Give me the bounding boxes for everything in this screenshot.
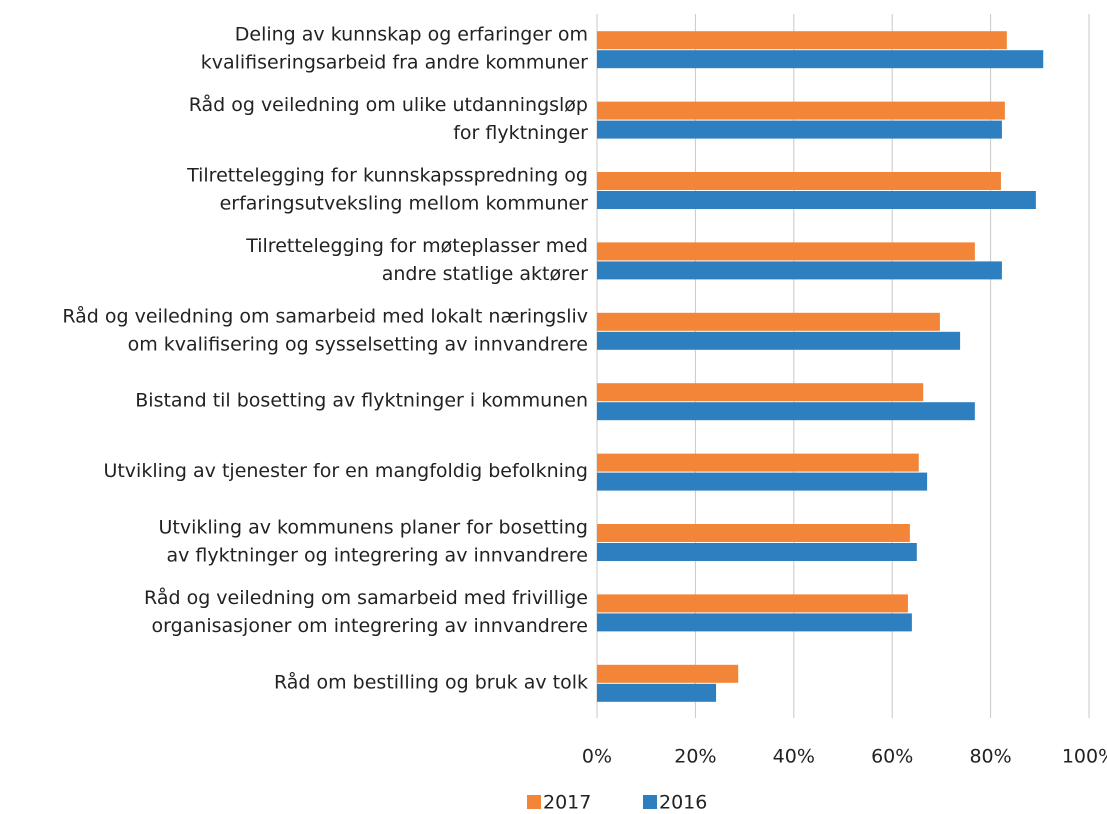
bar: [597, 453, 919, 472]
bar: [597, 594, 908, 613]
y-tick-label: organisasjoner om integrering av innvand…: [151, 615, 588, 637]
bar: [597, 191, 1036, 209]
x-tick-label: 80%: [969, 746, 1011, 768]
bar: [597, 664, 739, 683]
y-tick-label: Råd og veiledning om ulike utdanningsløp: [189, 93, 588, 116]
bar: [597, 383, 924, 402]
bar: [597, 31, 1007, 50]
y-tick-label: Tilrettelegging for kunnskapsspredning o…: [186, 165, 588, 187]
y-tick-label: for flyktninger: [453, 122, 588, 144]
x-tick-label: 0%: [582, 746, 612, 768]
y-tick-label: kvalifiseringsarbeid fra andre kommuner: [201, 52, 588, 74]
bar: [597, 242, 975, 261]
y-tick-label: Bistand til bosetting av flyktninger i k…: [135, 390, 588, 412]
y-tick-label: Råd om bestilling og bruk av tolk: [274, 670, 588, 693]
y-tick-label: Utvikling av kommunens planer for bosett…: [158, 517, 588, 539]
x-tick-label: 20%: [674, 746, 716, 768]
bar: [597, 472, 928, 491]
legend-swatch: [527, 795, 541, 809]
y-tick-label: erfaringsutveksling mellom kommuner: [220, 193, 589, 215]
legend-label: 2016: [659, 792, 707, 814]
bar: [597, 312, 940, 331]
legend-swatch: [643, 795, 657, 809]
y-tick-label: Tilrettelegging for møteplasser med: [245, 235, 588, 257]
bar: [597, 331, 961, 350]
y-tick-label: Deling av kunnskap og erfaringer om: [235, 24, 588, 46]
y-tick-label: av flyktninger og integrering av innvand…: [166, 545, 588, 567]
x-tick-label: 100%: [1062, 746, 1107, 768]
bar: [597, 172, 1001, 190]
bar: [597, 683, 717, 702]
y-tick-label: Utvikling av tjenester for en mangfoldig…: [103, 460, 588, 482]
x-tick-label: 60%: [871, 746, 913, 768]
legend-label: 2017: [543, 792, 591, 814]
bar: [597, 402, 975, 421]
bar: [597, 613, 912, 632]
y-tick-label: om kvalifisering og sysselsetting av inn…: [128, 333, 588, 355]
bar: [597, 524, 910, 542]
bar: [597, 261, 1002, 280]
x-tick-label: 40%: [773, 746, 815, 768]
y-tick-label: andre statlige aktører: [382, 263, 588, 285]
bar: [597, 543, 917, 561]
bar: [597, 50, 1044, 69]
y-tick-label: Råd og veiledning om samarbeid med frivi…: [144, 586, 588, 609]
bar: [597, 120, 1002, 139]
y-tick-label: Råd og veiledning om samarbeid med lokal…: [62, 304, 588, 327]
bar: [597, 101, 1005, 120]
